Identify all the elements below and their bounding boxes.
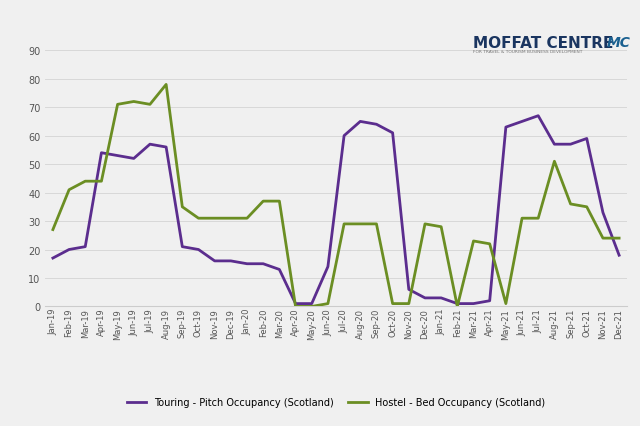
- Hostel - Bed Occupancy (Scotland): [195, 216, 202, 221]
- Hostel - Bed Occupancy (Scotland): [534, 216, 542, 221]
- Touring - Pitch Occupancy (Scotland): [114, 154, 122, 159]
- Hostel - Bed Occupancy (Scotland): [227, 216, 235, 221]
- Touring - Pitch Occupancy (Scotland): [356, 120, 364, 125]
- Hostel - Bed Occupancy (Scotland): [179, 205, 186, 210]
- Hostel - Bed Occupancy (Scotland): [81, 179, 89, 184]
- Hostel - Bed Occupancy (Scotland): [550, 159, 558, 164]
- Touring - Pitch Occupancy (Scotland): [211, 259, 218, 264]
- Hostel - Bed Occupancy (Scotland): [421, 222, 429, 227]
- Hostel - Bed Occupancy (Scotland): [340, 222, 348, 227]
- Hostel - Bed Occupancy (Scotland): [308, 304, 316, 309]
- Touring - Pitch Occupancy (Scotland): [388, 131, 396, 136]
- Hostel - Bed Occupancy (Scotland): [583, 205, 591, 210]
- Hostel - Bed Occupancy (Scotland): [567, 202, 575, 207]
- Hostel - Bed Occupancy (Scotland): [97, 179, 105, 184]
- Hostel - Bed Occupancy (Scotland): [276, 199, 284, 204]
- Touring - Pitch Occupancy (Scotland): [81, 245, 89, 250]
- Text: FOR TRAVEL & TOURISM BUSINESS DEVELOPMENT: FOR TRAVEL & TOURISM BUSINESS DEVELOPMEN…: [473, 50, 582, 54]
- Touring - Pitch Occupancy (Scotland): [324, 265, 332, 270]
- Text: MOFFAT CENTRE: MOFFAT CENTRE: [473, 36, 613, 51]
- Legend: Touring - Pitch Occupancy (Scotland), Hostel - Bed Occupancy (Scotland): Touring - Pitch Occupancy (Scotland), Ho…: [123, 393, 549, 411]
- Touring - Pitch Occupancy (Scotland): [534, 114, 542, 119]
- Hostel - Bed Occupancy (Scotland): [615, 236, 623, 241]
- Hostel - Bed Occupancy (Scotland): [146, 103, 154, 108]
- Hostel - Bed Occupancy (Scotland): [324, 301, 332, 306]
- Hostel - Bed Occupancy (Scotland): [65, 188, 73, 193]
- Touring - Pitch Occupancy (Scotland): [308, 301, 316, 306]
- Hostel - Bed Occupancy (Scotland): [486, 242, 493, 247]
- Hostel - Bed Occupancy (Scotland): [259, 199, 267, 204]
- Hostel - Bed Occupancy (Scotland): [405, 301, 413, 306]
- Hostel - Bed Occupancy (Scotland): [49, 227, 57, 233]
- Line: Touring - Pitch Occupancy (Scotland): Touring - Pitch Occupancy (Scotland): [53, 116, 619, 304]
- Touring - Pitch Occupancy (Scotland): [486, 299, 493, 304]
- Touring - Pitch Occupancy (Scotland): [227, 259, 235, 264]
- Touring - Pitch Occupancy (Scotland): [437, 296, 445, 301]
- Touring - Pitch Occupancy (Scotland): [518, 120, 526, 125]
- Touring - Pitch Occupancy (Scotland): [292, 301, 300, 306]
- Touring - Pitch Occupancy (Scotland): [421, 296, 429, 301]
- Hostel - Bed Occupancy (Scotland): [599, 236, 607, 241]
- Hostel - Bed Occupancy (Scotland): [372, 222, 380, 227]
- Hostel - Bed Occupancy (Scotland): [163, 83, 170, 88]
- Touring - Pitch Occupancy (Scotland): [97, 151, 105, 156]
- Touring - Pitch Occupancy (Scotland): [567, 142, 575, 147]
- Hostel - Bed Occupancy (Scotland): [114, 103, 122, 108]
- Hostel - Bed Occupancy (Scotland): [356, 222, 364, 227]
- Hostel - Bed Occupancy (Scotland): [518, 216, 526, 221]
- Text: MC: MC: [607, 36, 630, 50]
- Touring - Pitch Occupancy (Scotland): [130, 156, 138, 161]
- Line: Hostel - Bed Occupancy (Scotland): Hostel - Bed Occupancy (Scotland): [53, 85, 619, 307]
- Hostel - Bed Occupancy (Scotland): [130, 100, 138, 105]
- Touring - Pitch Occupancy (Scotland): [259, 262, 267, 267]
- Hostel - Bed Occupancy (Scotland): [470, 239, 477, 244]
- Touring - Pitch Occupancy (Scotland): [502, 125, 509, 130]
- Touring - Pitch Occupancy (Scotland): [405, 287, 413, 292]
- Touring - Pitch Occupancy (Scotland): [454, 301, 461, 306]
- Touring - Pitch Occupancy (Scotland): [163, 145, 170, 150]
- Touring - Pitch Occupancy (Scotland): [470, 301, 477, 306]
- Touring - Pitch Occupancy (Scotland): [276, 267, 284, 272]
- Touring - Pitch Occupancy (Scotland): [615, 253, 623, 258]
- Hostel - Bed Occupancy (Scotland): [502, 301, 509, 306]
- Hostel - Bed Occupancy (Scotland): [454, 304, 461, 309]
- Touring - Pitch Occupancy (Scotland): [583, 137, 591, 142]
- Touring - Pitch Occupancy (Scotland): [243, 262, 251, 267]
- Touring - Pitch Occupancy (Scotland): [179, 245, 186, 250]
- Touring - Pitch Occupancy (Scotland): [195, 248, 202, 253]
- Hostel - Bed Occupancy (Scotland): [388, 301, 396, 306]
- Hostel - Bed Occupancy (Scotland): [243, 216, 251, 221]
- Touring - Pitch Occupancy (Scotland): [372, 122, 380, 127]
- Touring - Pitch Occupancy (Scotland): [65, 248, 73, 253]
- Touring - Pitch Occupancy (Scotland): [146, 142, 154, 147]
- Hostel - Bed Occupancy (Scotland): [211, 216, 218, 221]
- Touring - Pitch Occupancy (Scotland): [340, 134, 348, 139]
- Hostel - Bed Occupancy (Scotland): [292, 304, 300, 309]
- Touring - Pitch Occupancy (Scotland): [550, 142, 558, 147]
- Touring - Pitch Occupancy (Scotland): [49, 256, 57, 261]
- Hostel - Bed Occupancy (Scotland): [437, 225, 445, 230]
- Touring - Pitch Occupancy (Scotland): [599, 210, 607, 216]
